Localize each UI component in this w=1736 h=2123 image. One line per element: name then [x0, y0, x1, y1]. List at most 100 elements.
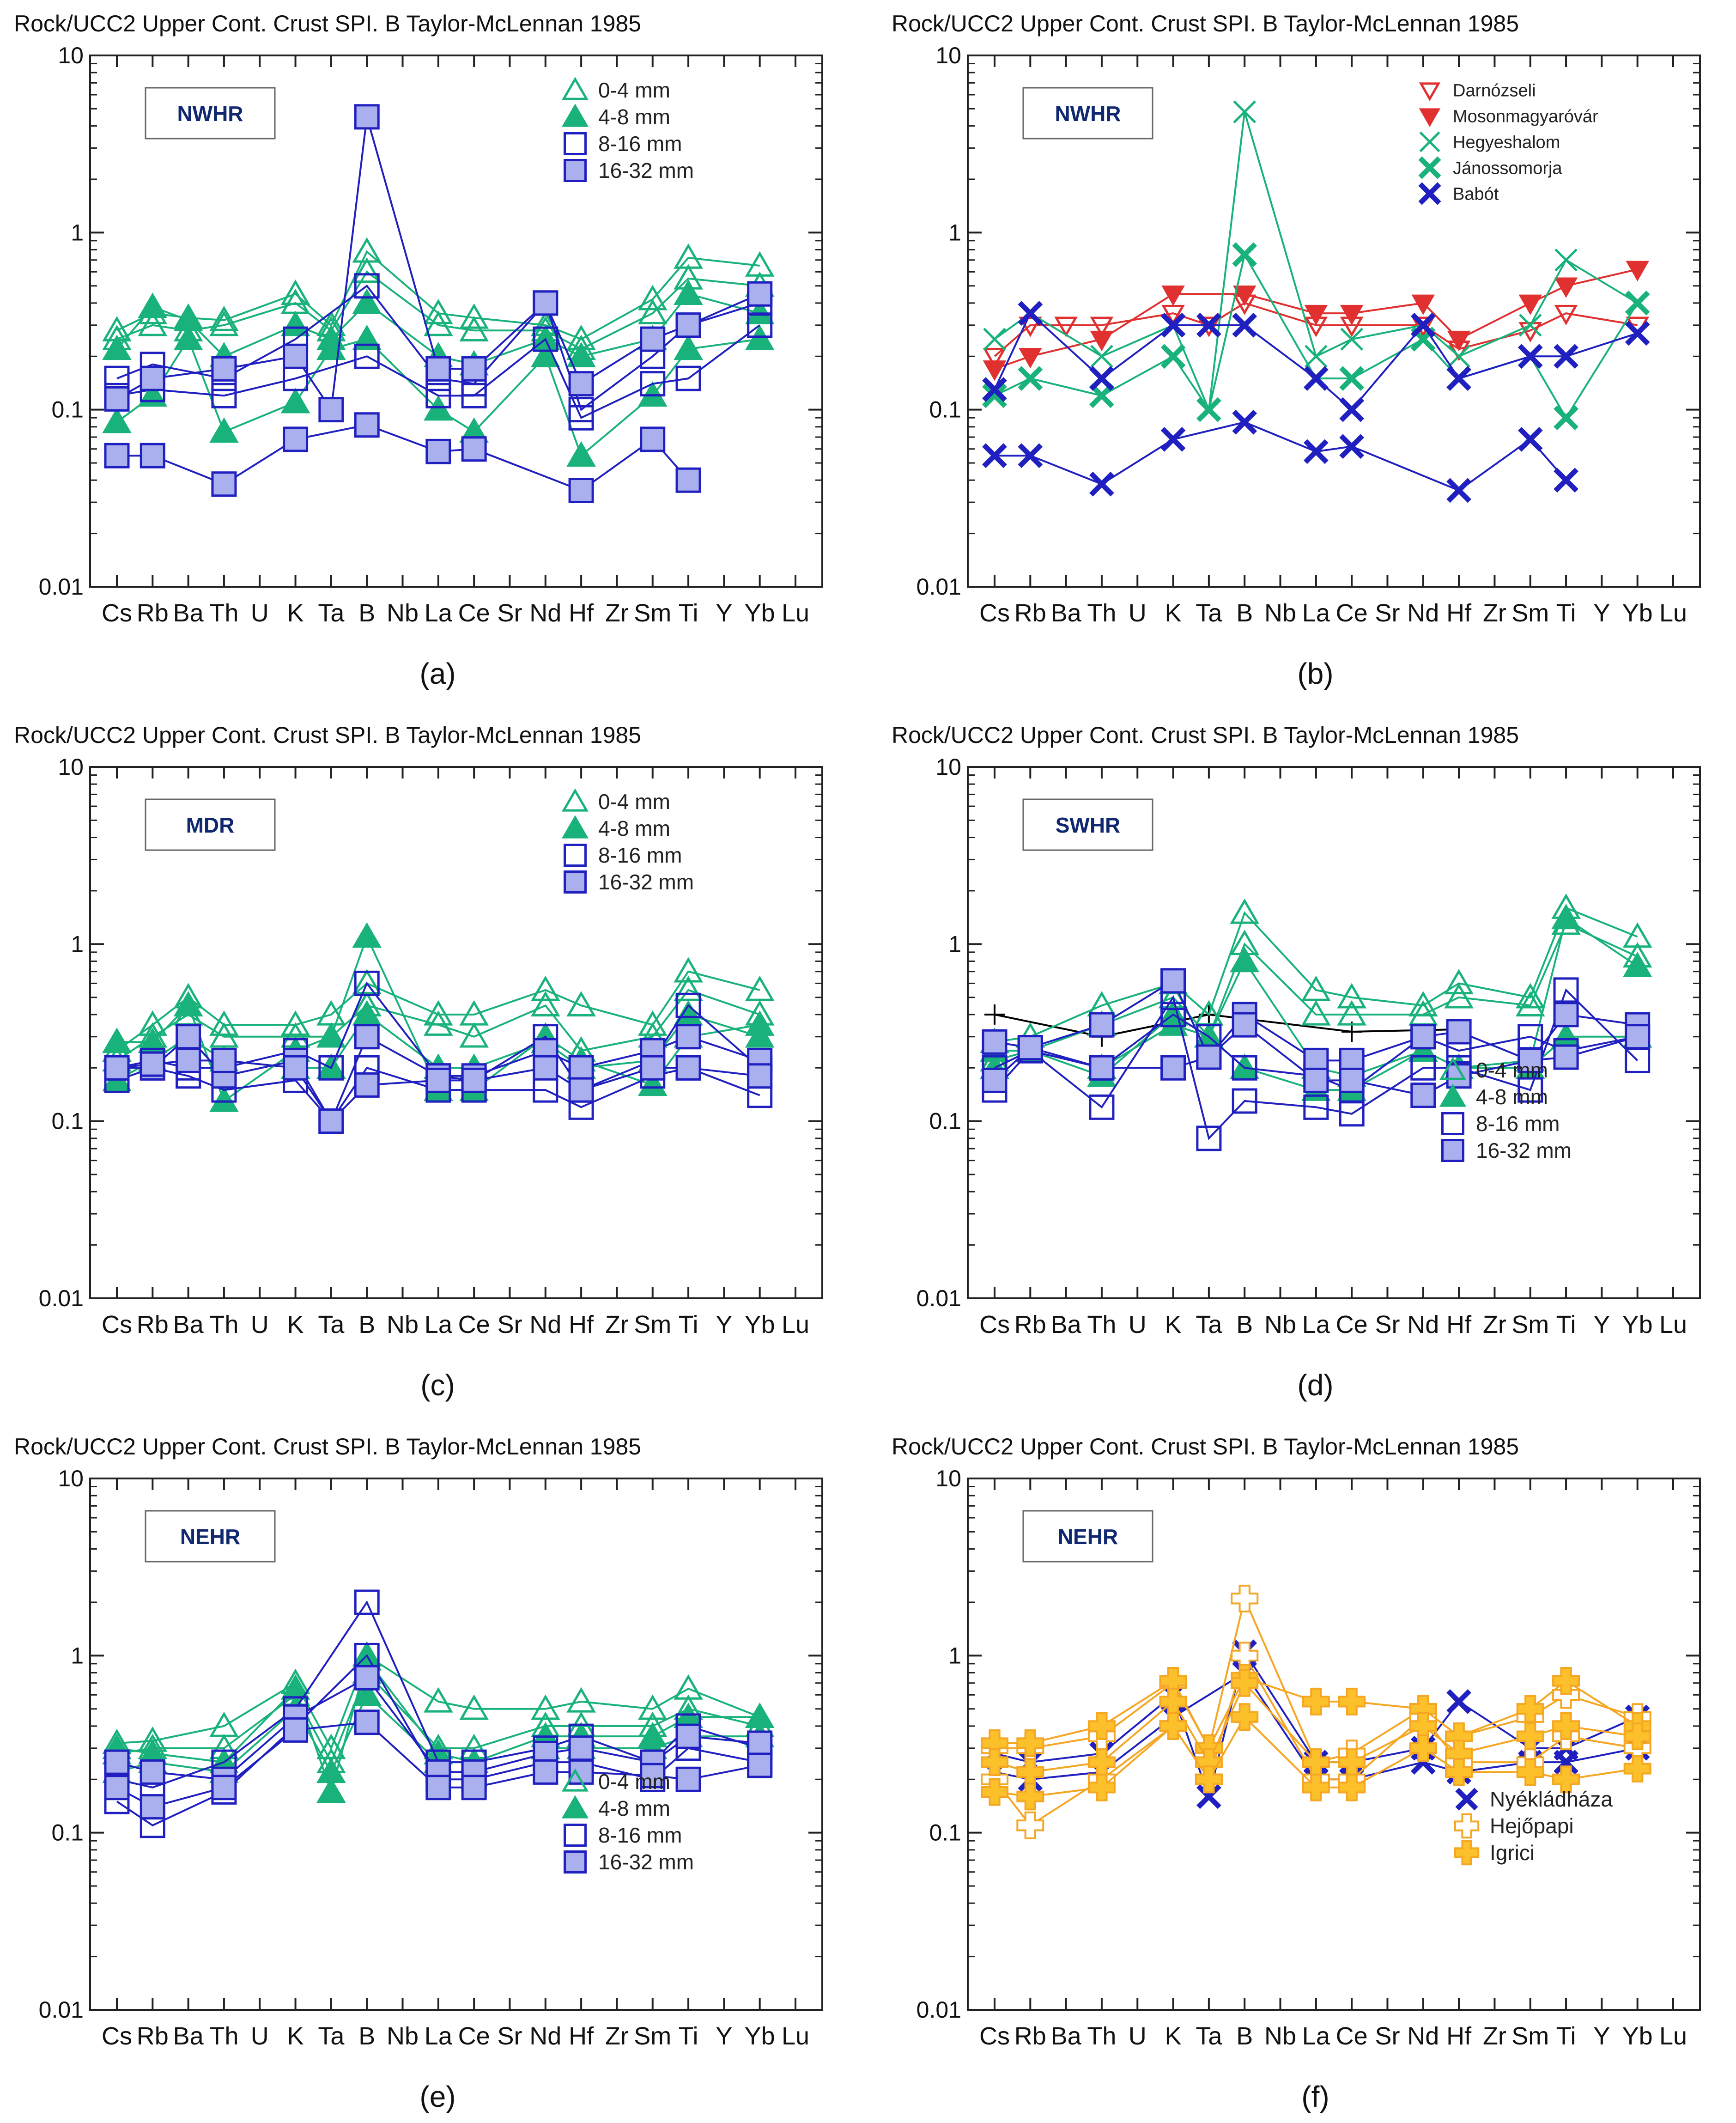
data-point-Cs — [104, 443, 130, 468]
y-tick-label: 0.01 — [39, 574, 84, 600]
x-tick-label-Yb: Yb — [745, 1311, 775, 1338]
data-point-Yb — [1623, 1755, 1651, 1783]
legend-label: 4-8 mm — [598, 1796, 670, 1820]
x-tick-label-Lu: Lu — [782, 599, 809, 627]
data-point-Ce — [1338, 1773, 1366, 1801]
data-point-Ti — [1554, 344, 1578, 369]
data-point-Nd — [530, 1694, 560, 1720]
data-point-Th — [211, 383, 237, 408]
chart-panel-e: Rock/UCC2 Upper Cont. Crust SPI. B Taylo… — [14, 1434, 823, 2113]
region-label-frame — [1022, 87, 1153, 140]
data-point-Ba — [176, 1047, 201, 1073]
x-tick-label-K: K — [287, 2022, 304, 2050]
x-tick-label-Nb: Nb — [1264, 599, 1296, 627]
x-tick-label-Ce: Ce — [1336, 1311, 1368, 1338]
data-point-Hf — [1447, 330, 1471, 352]
x-tick-label-Rb: Rb — [1014, 599, 1046, 627]
x-tick-label-Ti: Ti — [1556, 1311, 1576, 1338]
data-point-Sm — [1518, 322, 1542, 343]
data-point-Hf — [568, 1055, 594, 1081]
y-tick-label: 1 — [948, 219, 961, 245]
data-point-Ba — [173, 324, 203, 350]
data-point-B — [354, 1665, 380, 1691]
y-tick-label: 0.01 — [39, 1997, 84, 2023]
legend-label: 4-8 mm — [598, 816, 670, 840]
data-point-La — [1301, 1000, 1331, 1026]
data-point-Ta — [316, 1758, 346, 1783]
legend-label: 16-32 mm — [598, 1850, 694, 1874]
data-point-Ba — [1054, 316, 1078, 337]
data-point-Th — [1089, 1094, 1115, 1120]
x-tick-label-Ta: Ta — [318, 1311, 345, 1338]
data-point-Ta — [318, 397, 344, 423]
legend-label: Hejőpapi — [1490, 1814, 1574, 1838]
data-point-La — [1304, 304, 1328, 326]
data-point-B — [354, 1589, 380, 1615]
chart-panel-d: Rock/UCC2 Upper Cont. Crust SPI. B Taylo… — [892, 722, 1701, 1402]
series-16-32-mm-1 — [104, 1665, 773, 1792]
region-label-box: MDR — [145, 798, 276, 851]
data-point-Nd — [533, 290, 558, 316]
region-label-frame — [145, 798, 276, 851]
data-point-Nd — [1410, 1750, 1436, 1775]
legend-marker — [561, 788, 589, 812]
region-label-frame — [145, 1510, 276, 1563]
data-point-Ti — [1552, 1667, 1580, 1695]
y-tick-label: 0.1 — [51, 1820, 84, 1846]
data-point-Ti — [1554, 405, 1578, 431]
data-point-Ta — [316, 1022, 346, 1048]
data-point-K — [283, 1717, 309, 1743]
x-tick-label-Cs: Cs — [979, 2022, 1010, 2050]
data-point-Hf — [1446, 1019, 1472, 1045]
data-point-B — [354, 343, 380, 369]
data-point-Ti — [674, 975, 703, 1001]
data-point-B — [1231, 1584, 1259, 1612]
data-point-Rb — [140, 1794, 165, 1820]
data-point-Ce — [459, 1000, 489, 1026]
data-point-Ta — [1196, 312, 1221, 338]
x-tick-label-Ti: Ti — [679, 1311, 698, 1338]
x-tick-label-K: K — [1165, 2022, 1182, 2050]
data-point-La — [425, 1775, 451, 1801]
chart-panel-c: Rock/UCC2 Upper Cont. Crust SPI. B Taylo… — [14, 722, 823, 1402]
data-point-Sm — [1517, 1077, 1543, 1103]
series-igrici-3 — [980, 1703, 1651, 1811]
data-point-Hf — [1446, 366, 1471, 391]
data-point-Rb — [1016, 1758, 1044, 1786]
x-tick-label-K: K — [1165, 1311, 1182, 1338]
data-point-La — [425, 356, 451, 382]
x-tick-label-Sm: Sm — [1511, 1311, 1549, 1338]
data-point-Th — [209, 1010, 239, 1036]
x-tick-label-Sr: Sr — [497, 599, 522, 627]
x-tick-label-U: U — [251, 2022, 269, 2050]
x-tick-label-Sr: Sr — [497, 1311, 522, 1338]
chart-title: Rock/UCC2 Upper Cont. Crust SPI. B Taylo… — [892, 722, 1519, 748]
x-tick-label-Hf: Hf — [1446, 599, 1472, 627]
data-point-Th — [1090, 345, 1113, 368]
y-tick-label: 1 — [948, 1642, 961, 1668]
y-tick-label: 10 — [935, 1466, 961, 1491]
legend-label: 0-4 mm — [598, 790, 670, 814]
y-tick-label: 10 — [935, 754, 961, 780]
data-point-La — [425, 438, 451, 464]
panel-label: (e) — [419, 2080, 455, 2113]
data-point-Cs — [102, 408, 132, 433]
data-point-Nd — [530, 991, 560, 1017]
region-label: NEHR — [180, 1525, 240, 1549]
data-point-Yb — [1623, 1722, 1651, 1751]
data-point-B — [354, 104, 380, 130]
legend-marker — [1439, 1057, 1467, 1080]
series-line — [994, 906, 1638, 1043]
x-tick-label-B: B — [1236, 599, 1253, 627]
data-point-Sm — [637, 1010, 668, 1036]
data-point-Hf — [568, 1077, 594, 1103]
data-point-Sm — [1517, 344, 1543, 369]
legend-marker — [1418, 182, 1441, 205]
series-line — [994, 421, 1567, 492]
chart-panel-f: Rock/UCC2 Upper Cont. Crust SPI. B Taylo… — [892, 1434, 1701, 2113]
y-tick-label: 0.1 — [929, 1820, 961, 1846]
data-point-B — [1230, 898, 1260, 924]
x-tick-label-Rb: Rb — [1014, 1311, 1046, 1338]
x-tick-label-Cs: Cs — [102, 2022, 132, 2050]
